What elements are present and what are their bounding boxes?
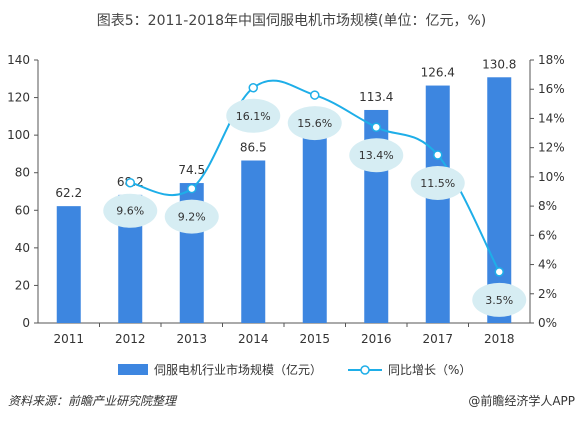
x-tick-label: 2013 [176,332,207,346]
y-right-tick-label: 18% [538,53,565,67]
bar [487,77,512,323]
legend-line-label: 同比增长（%） [388,363,471,377]
growth-bubble [349,138,404,173]
y-left-tick-label: 40 [15,241,30,255]
y-right-tick-label: 2% [538,287,557,301]
growth-value-label: 11.5% [420,177,455,190]
growth-value-label: 3.5% [485,294,513,307]
x-tick-label: 2016 [361,332,392,346]
y-left-tick-label: 100 [7,128,30,142]
growth-value-label: 15.6% [297,117,332,130]
y-right-tick-label: 4% [538,258,557,272]
x-tick-label: 2014 [238,332,269,346]
growth-point [310,90,320,100]
bar-value-label: 86.5 [240,141,267,155]
x-tick-label: 2012 [115,332,146,346]
legend-bar-swatch [118,364,148,375]
x-tick-label: 2017 [422,332,453,346]
y-right-tick-label: 12% [538,141,565,155]
y-left-tick-label: 140 [7,53,30,67]
legend-bar-label: 伺服电机行业市场规模（亿元） [154,362,322,377]
y-left-tick-label: 80 [15,166,30,180]
y-right-tick-label: 6% [538,228,557,242]
growth-bubble [410,165,465,200]
y-left-tick-label: 0 [22,316,30,330]
growth-point [125,177,135,188]
bar-value-label: 74.5 [178,163,205,177]
y-right-tick-label: 8% [538,199,557,213]
y-left-tick-label: 20 [15,278,30,292]
bar-value-label: 113.4 [359,90,393,104]
bar [425,85,450,323]
legend: 伺服电机行业市场规模（亿元） 同比增长（%） [118,362,471,377]
source-note: 资料来源：前瞻产业研究院整理 [8,394,177,408]
y-right-tick-label: 14% [538,111,565,125]
legend-line-marker [360,365,370,375]
growth-point [433,150,443,160]
x-tick-label: 2018 [484,332,515,346]
y-right-tick-label: 0% [538,316,557,330]
bar-value-label: 130.8 [482,57,516,71]
growth-bubble [287,106,342,141]
growth-point [371,122,381,132]
growth-line [125,79,504,277]
brand-note: @前瞻经济学人APP [468,394,575,408]
bar-value-label: 62.2 [55,186,82,200]
bar [241,160,266,323]
growth-bubble [103,193,158,228]
y-left-tick-label: 60 [15,203,30,217]
x-tick-label: 2011 [53,332,84,346]
x-tick-label: 2015 [299,332,330,346]
chart-title: 图表5：2011-2018年中国伺服电机市场规模(单位：亿元，%) [96,13,487,29]
growth-point [248,83,258,93]
growth-point [494,267,504,277]
y-left-tick-label: 120 [7,91,30,105]
bar [56,206,81,323]
bar-value-label: 126.4 [421,66,455,80]
y-right-tick-label: 16% [538,82,565,96]
y-right-tick-label: 10% [538,170,565,184]
bar [302,134,327,323]
growth-bubble [226,98,281,133]
growth-bubble [164,199,219,234]
growth-bubble [472,282,527,317]
growth-value-label: 13.4% [359,149,394,162]
growth-value-label: 9.2% [178,211,206,224]
growth-value-label: 9.6% [116,205,144,218]
growth-value-label: 16.1% [236,110,271,123]
axes: 0 20 40 60 80 100 120 140 0% 2% 4% 6% 8% 10% 12% 14% 16%… [7,53,565,346]
growth-point [187,183,197,194]
growth-bubbles: 9.6% 9.2% 16.1% 15.6% 13.4% 11.5% 3.5% [103,98,527,317]
